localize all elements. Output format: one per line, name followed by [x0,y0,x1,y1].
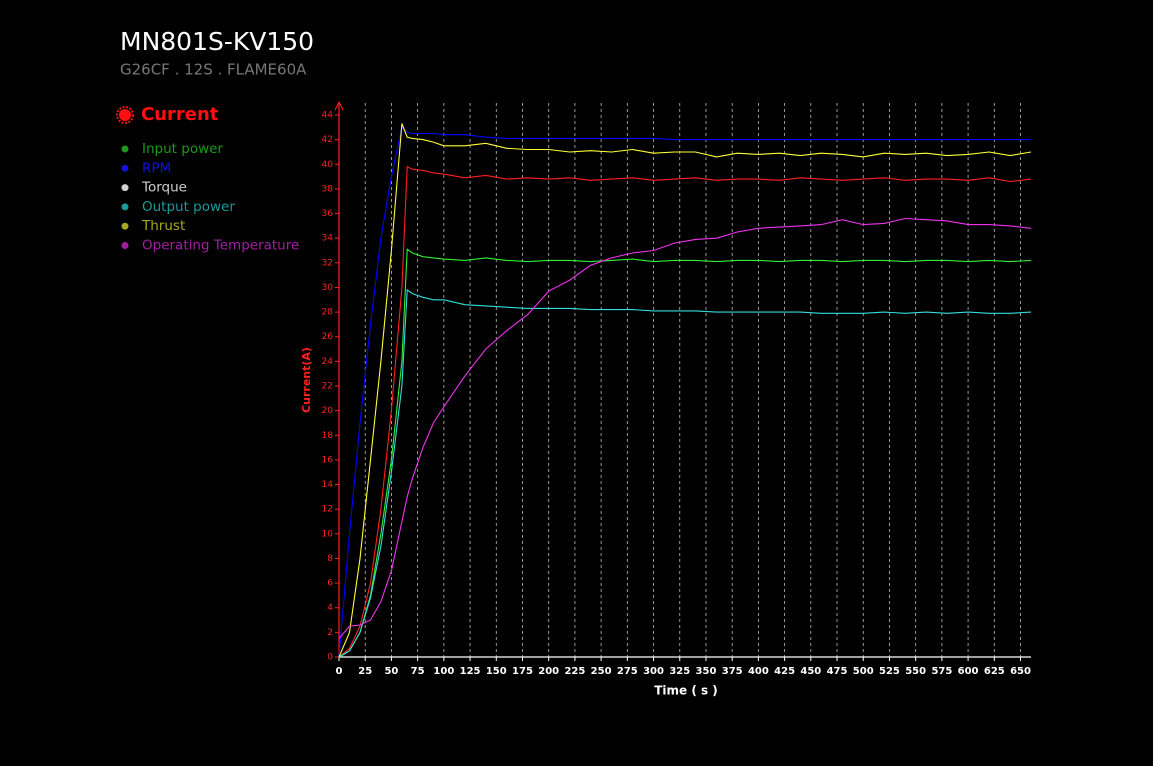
y-tick-label: 36 [322,209,334,219]
y-tick-label: 28 [322,308,334,318]
x-tick-label: 475 [827,666,848,677]
x-tick-label: 550 [905,666,926,677]
x-tick-label: 275 [617,666,638,677]
x-tick-label: 125 [460,666,481,677]
x-tick-label: 300 [643,666,664,677]
x-tick-label: 625 [984,666,1005,677]
x-tick-label: 325 [669,666,690,677]
y-tick-label: 32 [322,258,333,268]
legend-label[interactable]: RPM [142,160,171,176]
y-tick-label: 38 [322,184,334,194]
legend-label[interactable]: Input power [142,141,223,157]
y-tick-label: 12 [322,505,333,515]
x-axis-label: Time ( s ) [654,684,718,698]
chart-subtitle: G26CF . 12S . FLAME60A [120,61,307,79]
y-tick-label: 42 [322,135,333,145]
y-tick-label: 2 [327,628,333,638]
legend-dot[interactable] [121,222,129,230]
legend-dot[interactable] [121,203,129,211]
x-tick-label: 525 [879,666,900,677]
y-tick-label: 20 [322,406,334,416]
x-tick-label: 150 [486,666,507,677]
series-line [338,217,1032,639]
legend-label[interactable]: Thrust [141,218,185,234]
series-line [338,288,1032,658]
x-tick-label: 225 [564,666,585,677]
legend-dot[interactable] [121,164,129,172]
x-tick-label: 450 [800,666,821,677]
series-line [338,165,1032,658]
y-tick-label: 30 [322,283,334,293]
x-tick-label: 100 [433,666,454,677]
x-tick-label: 200 [538,666,559,677]
y-tick-label: 44 [322,111,334,121]
y-tick-label: 6 [327,579,333,589]
y-tick-label: 0 [327,653,333,663]
x-tick-label: 400 [748,666,769,677]
y-tick-label: 14 [322,480,334,490]
x-tick-label: 350 [696,666,717,677]
x-tick-label: 425 [774,666,795,677]
y-tick-label: 10 [322,529,334,539]
y-tick-label: 4 [327,603,333,613]
x-tick-label: 75 [411,666,425,677]
legend-active-label[interactable]: Current [141,104,219,125]
x-tick-label: 175 [512,666,533,677]
y-axis-label: Current(A) [300,347,313,413]
legend-label[interactable]: Operating Temperature [142,238,299,254]
legend-dot[interactable] [121,145,129,153]
y-tick-label: 22 [322,382,333,392]
y-axis-arrow [334,100,344,111]
legend-label[interactable]: Output power [142,199,235,215]
x-tick-label: 50 [384,666,398,677]
x-tick-label: 575 [931,666,952,677]
x-tick-label: 650 [1010,666,1031,677]
legend-label[interactable]: Torque [141,180,187,196]
y-tick-label: 40 [322,160,334,170]
x-tick-label: 375 [722,666,743,677]
chart-title: MN801S-KV150 [120,27,314,56]
series-line [338,248,1032,658]
y-tick-label: 26 [322,332,334,342]
y-tick-label: 18 [322,431,334,441]
legend-active-icon[interactable] [116,106,134,124]
x-tick-label: 0 [336,666,343,677]
legend-active-dot[interactable] [119,109,131,121]
x-tick-label: 600 [958,666,979,677]
y-tick-label: 34 [322,234,334,244]
legend-dot[interactable] [121,242,129,249]
y-tick-label: 24 [322,357,334,367]
series-line [338,123,1032,658]
x-tick-label: 25 [358,666,372,677]
y-tick-label: 8 [327,554,333,564]
x-tick-label: 500 [853,666,874,677]
legend-dot[interactable] [121,184,129,192]
y-tick-label: 16 [322,455,334,465]
x-tick-label: 250 [591,666,612,677]
